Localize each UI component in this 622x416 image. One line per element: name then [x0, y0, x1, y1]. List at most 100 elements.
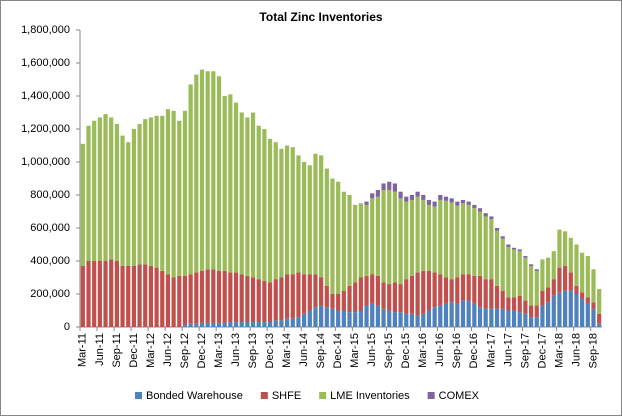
- y-tick-label: 1,400,000: [21, 90, 70, 102]
- bar-segment: [216, 76, 222, 271]
- bar-segment: [319, 305, 324, 327]
- legend-label: COMEX: [439, 390, 480, 402]
- y-tick-label: 800,000: [30, 189, 70, 201]
- bar-segment: [370, 193, 375, 199]
- bar-segment: [398, 312, 403, 327]
- bar-segment: [109, 117, 114, 260]
- bar-segment: [494, 228, 500, 231]
- bar-segment: [421, 195, 426, 200]
- bar-segment: [477, 275, 483, 308]
- x-tick-label: Mar-15: [349, 333, 361, 368]
- bar-segment: [92, 120, 97, 261]
- legend-label: Bonded Warehouse: [146, 390, 243, 402]
- bar-segment: [517, 295, 522, 313]
- bar-segment: [194, 74, 199, 273]
- x-tick-label: Sep-16: [451, 333, 463, 368]
- bar-segment: [460, 203, 466, 275]
- bar-segment: [392, 183, 398, 192]
- bar-segment: [126, 142, 131, 266]
- bar-segment: [585, 256, 590, 298]
- bar-segment: [568, 272, 573, 291]
- x-tick-label: Sep-13: [247, 333, 259, 368]
- bar-segment: [194, 323, 199, 327]
- bar-segment: [477, 208, 483, 212]
- bar-segment: [233, 102, 239, 273]
- bar-segment: [313, 274, 318, 308]
- bar-segment: [540, 290, 545, 306]
- bar-segment: [432, 272, 437, 308]
- bar-segment: [551, 295, 556, 327]
- bar-segment: [273, 320, 278, 327]
- x-tick-label: Mar-14: [281, 333, 293, 368]
- bar-segment: [262, 280, 267, 323]
- bar-segment: [103, 114, 108, 262]
- bar-segment: [86, 125, 91, 261]
- bar-segment: [307, 310, 312, 327]
- bar-segment: [120, 135, 125, 266]
- x-tick-label: Dec-17: [536, 333, 548, 368]
- bar-segment: [358, 203, 363, 278]
- bar-segment: [591, 308, 596, 327]
- bar-segment: [290, 147, 295, 275]
- bar-segment: [392, 312, 398, 327]
- bar-segment: [466, 201, 471, 205]
- bar-segment: [228, 322, 233, 327]
- bar-segment: [517, 312, 522, 327]
- bar-segment: [211, 71, 216, 270]
- bar-segment: [426, 199, 432, 205]
- x-tick-label: Dec-11: [128, 333, 140, 368]
- bar-segment: [477, 211, 483, 276]
- bar-segment: [177, 120, 182, 276]
- bar-segment: [103, 261, 108, 327]
- bar-segment: [557, 267, 562, 293]
- bar-segment: [404, 279, 409, 314]
- bar-segment: [409, 313, 415, 327]
- bar-segment: [284, 145, 290, 275]
- bar-segment: [597, 323, 602, 327]
- bar-segment: [404, 313, 409, 327]
- bar-segment: [500, 290, 505, 309]
- bar-segment: [477, 307, 483, 327]
- x-tick-label: Sep-18: [587, 333, 599, 368]
- bar-segment: [455, 201, 460, 206]
- bar-segment: [534, 317, 539, 327]
- bar-segment: [341, 310, 346, 327]
- bar-segment: [511, 247, 517, 250]
- bar-segment: [290, 274, 295, 319]
- bar-segment: [545, 302, 551, 327]
- bar-segment: [171, 110, 176, 278]
- bar-segment: [160, 270, 165, 327]
- bar-segment: [426, 270, 432, 311]
- bar-segment: [398, 191, 403, 199]
- bar-segment: [250, 322, 256, 327]
- bar-segment: [523, 256, 528, 258]
- x-tick-label: Dec-12: [196, 333, 208, 368]
- bar-segment: [387, 284, 392, 311]
- bar-segment: [483, 279, 488, 309]
- x-tick-label: Mar-11: [77, 333, 89, 367]
- bar-segment: [460, 199, 466, 204]
- bar-segment: [256, 125, 261, 280]
- bar-segment: [381, 282, 386, 309]
- bar-segment: [364, 305, 369, 327]
- bar-segment: [375, 190, 380, 197]
- bar-segment: [353, 282, 358, 313]
- x-tick-label: Jun-18: [570, 333, 582, 367]
- x-tick-label: Jun-16: [434, 333, 446, 367]
- bar-segment: [324, 307, 329, 327]
- legend-swatch: [319, 392, 327, 399]
- bar-segment: [279, 320, 284, 327]
- y-tick-label: 400,000: [30, 255, 70, 267]
- bar-segment: [523, 313, 528, 327]
- bar-segment: [443, 277, 449, 304]
- bar-segment: [353, 204, 358, 283]
- bar-segment: [494, 285, 500, 309]
- bar-segment: [534, 269, 539, 271]
- y-tick-label: 1,600,000: [21, 57, 70, 69]
- bar-segment: [580, 252, 585, 293]
- bar-segment: [415, 196, 420, 273]
- bar-segment: [580, 292, 585, 299]
- bar-segment: [199, 270, 205, 323]
- bar-segment: [404, 201, 409, 280]
- x-tick-label: Sep-14: [315, 333, 327, 368]
